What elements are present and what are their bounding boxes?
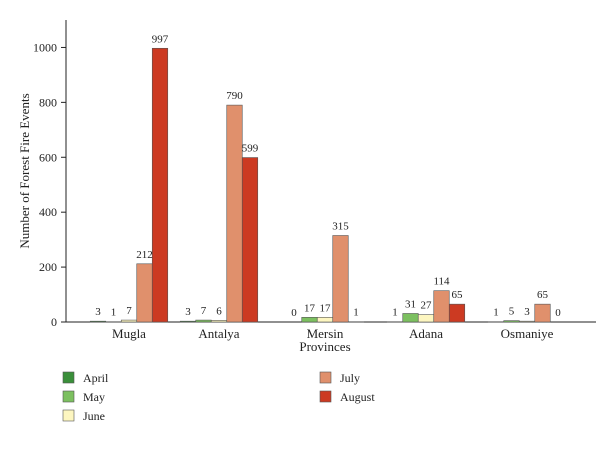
y-tick-label: 600 — [39, 150, 57, 164]
data-label: 31 — [405, 298, 416, 310]
data-label: 1 — [353, 307, 359, 319]
bar-osmaniye-may — [504, 321, 520, 322]
legend-swatch-july — [320, 372, 331, 383]
y-axis-title: Number of Forest Fire Events — [17, 93, 32, 248]
bar-mugla-april — [90, 321, 106, 322]
y-tick-label: 0 — [51, 315, 57, 329]
data-label: 315 — [332, 221, 349, 233]
data-label: 7 — [126, 305, 132, 317]
bar-mersin-june — [317, 317, 333, 322]
y-tick-label: 800 — [39, 95, 57, 109]
bar-adana-may — [403, 313, 419, 322]
bar-antalya-june — [211, 320, 227, 322]
legend-label-july: July — [340, 371, 360, 385]
legend-swatch-may — [63, 391, 74, 402]
data-label: 17 — [304, 302, 316, 314]
bar-adana-june — [418, 315, 434, 322]
bar-mugla-august — [152, 48, 168, 322]
bar-mugla-july — [137, 264, 153, 322]
x-axis-title: Provinces — [299, 339, 350, 354]
data-label: 6 — [216, 305, 222, 317]
bar-antalya-august — [242, 158, 258, 322]
legend-label-may: May — [83, 390, 105, 404]
data-label: 1 — [111, 307, 117, 319]
data-label: 3 — [185, 306, 191, 318]
y-ticks: 0 200 400 600 800 1000 — [33, 40, 66, 329]
data-label: 0 — [291, 307, 297, 319]
data-label: 212 — [136, 249, 153, 261]
data-label: 3 — [524, 306, 530, 318]
category-label: Adana — [409, 326, 443, 341]
data-label: 65 — [537, 289, 549, 301]
bar-antalya-july — [227, 105, 243, 322]
legend-label-august: August — [340, 390, 375, 404]
bar-adana-august — [449, 304, 465, 322]
data-label: 17 — [320, 302, 332, 314]
bar-osmaniye-june — [519, 321, 535, 322]
bar-osmaniye-july — [535, 304, 551, 322]
bar-antalya-may — [196, 320, 212, 322]
category-label: Mugla — [112, 326, 146, 341]
data-label: 7 — [201, 305, 207, 317]
data-label: 0 — [555, 307, 561, 319]
y-tick-label: 200 — [39, 260, 57, 274]
data-label: 599 — [242, 143, 259, 155]
category-label: Antalya — [198, 326, 239, 341]
data-label: 790 — [226, 90, 243, 102]
bar-adana-july — [434, 291, 450, 322]
legend: April May June July August — [63, 371, 375, 423]
data-label: 1 — [392, 307, 398, 319]
data-label: 27 — [421, 300, 433, 312]
bars — [90, 48, 550, 322]
legend-label-april: April — [83, 371, 109, 385]
legend-label-june: June — [83, 409, 105, 423]
data-label: 65 — [452, 289, 464, 301]
data-label: 5 — [509, 306, 515, 318]
bar-mersin-may — [302, 317, 318, 322]
y-tick-label: 1000 — [33, 40, 57, 54]
bar-mugla-june — [121, 320, 137, 322]
legend-swatch-august — [320, 391, 331, 402]
data-label: 997 — [152, 33, 169, 45]
data-label: 114 — [433, 276, 450, 288]
data-label: 3 — [95, 306, 101, 318]
data-label: 1 — [493, 307, 499, 319]
y-tick-label: 400 — [39, 205, 57, 219]
bar-mersin-july — [333, 236, 349, 322]
legend-swatch-june — [63, 410, 74, 421]
bar-antalya-april — [180, 321, 196, 322]
category-label: Osmaniye — [501, 326, 554, 341]
legend-swatch-april — [63, 372, 74, 383]
